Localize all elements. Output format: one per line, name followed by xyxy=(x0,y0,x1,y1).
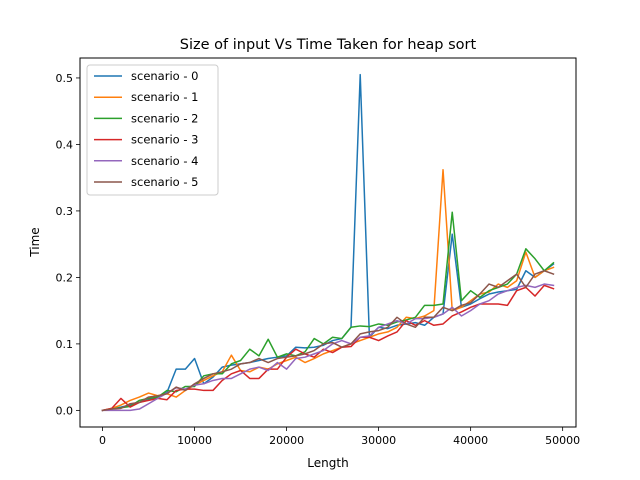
legend-label-4: scenario - 4 xyxy=(131,154,198,168)
y-axis-label: Time xyxy=(28,227,42,257)
x-tick-label: 30000 xyxy=(361,434,396,447)
y-tick-label: 0.0 xyxy=(56,404,74,417)
axes-frame xyxy=(79,57,577,428)
chart-title: Size of input Vs Time Taken for heap sor… xyxy=(180,37,477,53)
y-axis-ticks: 0.0 0.1 0.2 0.3 0.4 0.5 xyxy=(56,72,80,417)
y-tick-label: 0.1 xyxy=(56,338,74,351)
x-tick-label: 40000 xyxy=(453,434,488,447)
legend-label-1: scenario - 1 xyxy=(131,90,198,104)
x-tick-label: 10000 xyxy=(177,434,212,447)
x-axis-ticks: 0 10000 20000 30000 40000 50000 xyxy=(99,427,580,447)
x-axis-label: Length xyxy=(307,456,348,470)
y-tick-label: 0.2 xyxy=(56,271,74,284)
y-tick-label: 0.4 xyxy=(56,138,74,151)
x-tick-label: 0 xyxy=(99,434,106,447)
y-tick-label: 0.3 xyxy=(56,205,74,218)
y-tick-label: 0.5 xyxy=(56,72,74,85)
legend-label-2: scenario - 2 xyxy=(131,111,198,125)
legend-label-0: scenario - 0 xyxy=(131,69,198,83)
legend-label-5: scenario - 5 xyxy=(131,175,198,189)
legend: scenario - 0 scenario - 1 scenario - 2 scen… xyxy=(86,64,219,196)
series-line-5 xyxy=(101,270,555,412)
legend-label-3: scenario - 3 xyxy=(131,133,198,147)
x-tick-label: 20000 xyxy=(269,434,304,447)
x-tick-label: 50000 xyxy=(545,434,580,447)
series-layer xyxy=(101,73,555,412)
